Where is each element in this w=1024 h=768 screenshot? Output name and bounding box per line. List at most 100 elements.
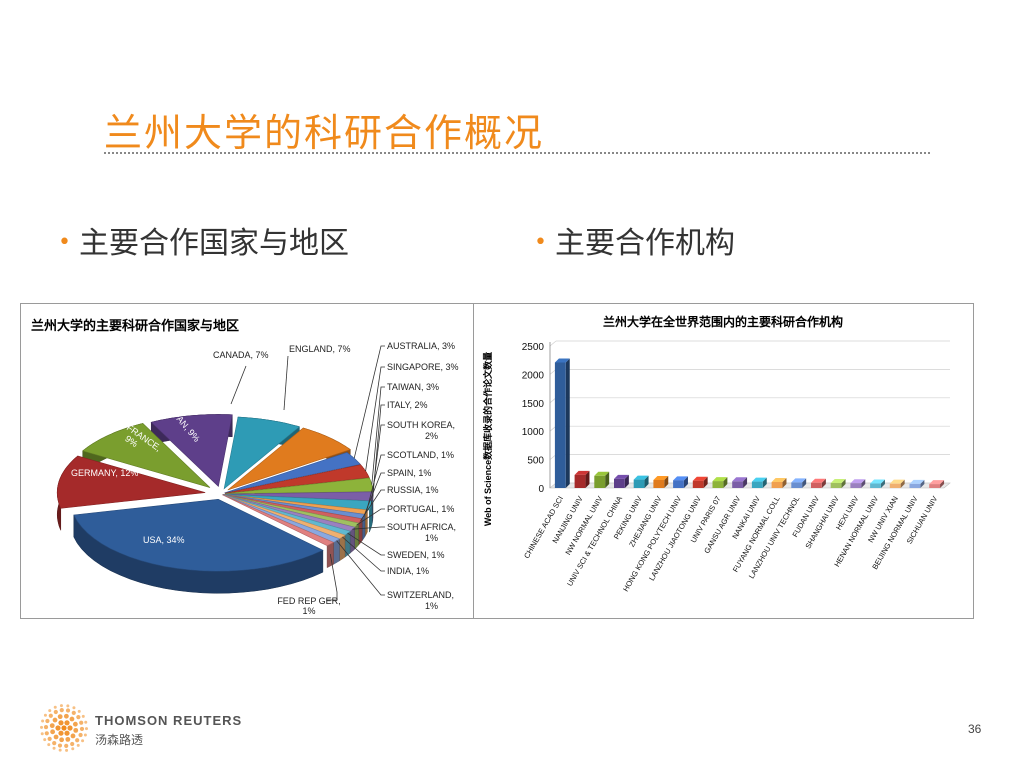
y-gridline-perspective [549,340,557,347]
bar-top [929,480,945,485]
y-tick-label: 500 [527,456,544,467]
bar-side [841,479,846,488]
bar-top [554,358,570,363]
bar-side [880,479,885,488]
pie-leader-line [230,365,247,405]
y-tick-label: 1500 [522,399,545,410]
logo-dot [64,743,69,748]
logo-dot [57,714,63,720]
pie-label: CANADA, 7% [213,350,269,360]
pie-slice-side [349,526,355,554]
logo-dot [59,704,63,708]
pie-slice [73,498,324,572]
pie-leader-line [360,489,385,522]
pie-slice [82,423,211,488]
bar-side [664,476,669,488]
bullet-countries-text: 主要合作国家与地区 [78,226,349,261]
logo-dot [58,720,64,726]
logo-dot [64,720,70,726]
bar-top [673,476,688,481]
logo-dot [59,737,65,743]
logo-dot [73,727,79,733]
logo-dot [65,708,71,713]
logo-dot [84,720,88,724]
logo-dot [79,726,85,732]
logo-dot [83,733,87,737]
logo-dot [50,729,56,735]
pie-leader-line [363,472,385,517]
bar-top [712,477,728,482]
bar [614,478,625,488]
logo-dot [59,708,64,713]
pie-leader-line [352,526,385,530]
bar-side [861,479,866,488]
slide-title: 兰州大学的科研合作概况 [104,111,545,155]
bar [909,483,921,488]
logo-dot [47,743,51,747]
pie-leader-line [371,386,385,485]
bar-side [900,479,905,488]
pie-label: PORTUGAL, 1% [387,504,454,514]
pie-chart-title: 兰州大学的主要科研合作国家与地区 [31,318,239,333]
bar-top [692,476,708,481]
pie-label: SINGAPORE, 3% [387,362,459,372]
logo-dot [43,724,49,730]
bar-top [791,478,807,483]
bar [653,480,665,488]
pie-leader-line [365,366,385,472]
logo-dot [49,723,55,729]
bar [712,481,724,488]
pie-label: SOUTH AFRICA, 1% [387,522,456,543]
pie-slice [227,427,351,491]
bar-chart-title: 兰州大学在全世界范围内的主要科研合作机构 [603,314,843,329]
pie-label: INDIA, 1% [387,566,429,576]
bar-top [633,475,649,480]
logo-dot [57,743,63,748]
bar-top [870,479,885,484]
logo-dot [61,725,67,731]
logo-dot [52,741,57,746]
bar-side [802,478,807,488]
logo-dot [81,739,85,743]
logo-dot [52,717,58,723]
bar-top [811,478,826,483]
pie-label: FED REP GER, 1% [277,596,340,616]
bar-top [594,471,610,476]
logo-dot [53,734,59,740]
bar-top [653,476,669,481]
bar-side [920,479,925,488]
bar [751,481,763,488]
bar [732,481,743,488]
pie-slice [150,414,233,487]
pie-slice-side [344,530,351,558]
logo-dot [58,730,64,736]
bar [554,362,566,488]
logo-dot [78,732,83,738]
page-number: 36 [968,722,982,736]
logo-dot [70,741,75,747]
bar [830,483,842,488]
logo-dot [77,709,81,713]
logo-dot [76,715,81,720]
bar [771,482,783,488]
pie-label: SPAIN, 1% [387,468,431,478]
bar-side [782,478,787,488]
bullet-institutions: • 主要合作机构 [534,218,735,262]
bar [692,480,704,488]
bullet-dot-icon: • [534,230,547,255]
pie-slice [222,494,341,543]
pie-slice [223,416,301,490]
pie-label: SWITZERLAND, 1% [387,590,454,611]
bar [850,483,862,488]
bar-top [909,479,925,484]
pie-leader-line [347,532,385,556]
bar-chart-panel: 兰州大学在全世界范围内的主要科研合作机构 0 500 1000 1500 2000 250… [473,303,974,619]
y-tick-label: 2500 [522,342,545,353]
bar-top [830,479,846,484]
pie-label: ENGLAND, 7% [289,344,351,354]
bar [594,475,606,488]
logo-dot [71,747,75,751]
logo-dot [72,706,76,710]
logo-dot [64,730,70,736]
logo-dot [71,710,76,715]
